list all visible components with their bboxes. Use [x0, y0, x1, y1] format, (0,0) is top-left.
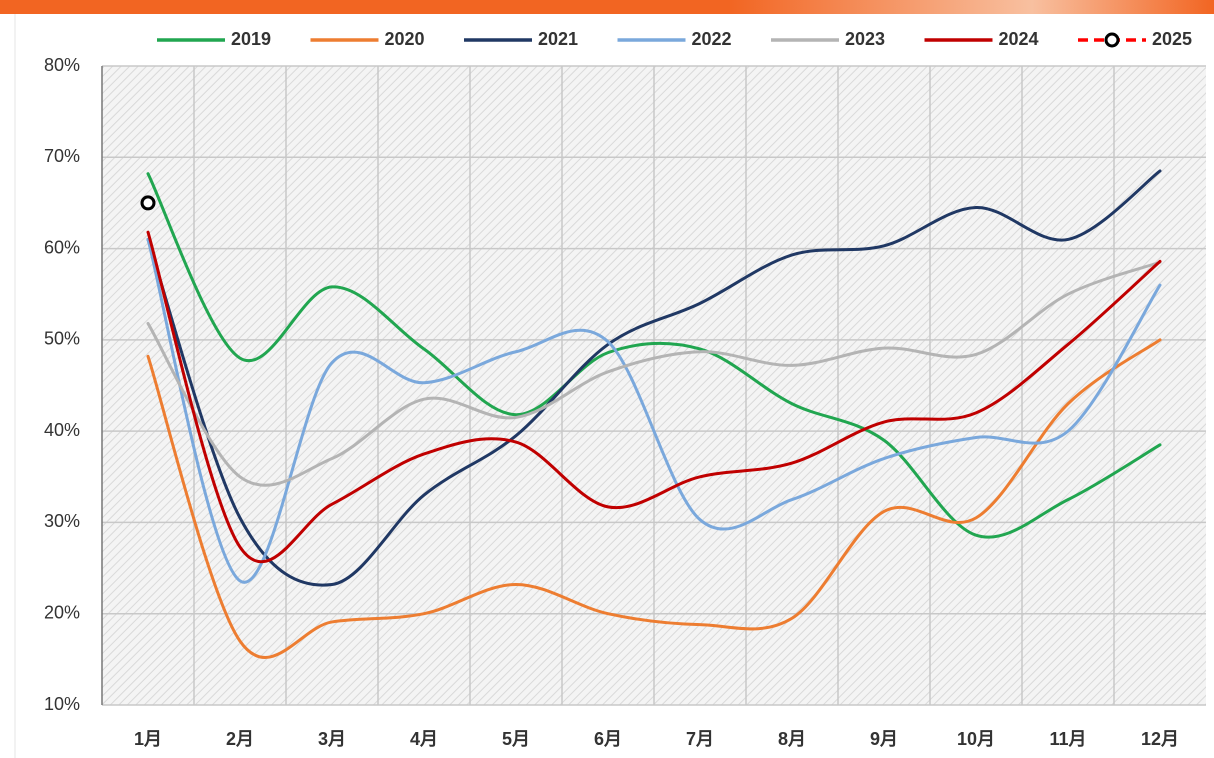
series-line	[146, 172, 1162, 539]
x-tick-label: 4月	[410, 729, 438, 749]
legend-label: 2021	[538, 29, 578, 49]
x-tick-label: 9月	[870, 729, 898, 749]
y-tick-label: 50%	[44, 329, 80, 349]
y-tick-label: 60%	[44, 237, 80, 257]
y-tick-label: 30%	[44, 511, 80, 531]
top-bar	[0, 0, 1214, 14]
legend-label: 2023	[845, 29, 885, 49]
legend-label: 2022	[692, 29, 732, 49]
legend-label: 2019	[231, 29, 271, 49]
y-tick-label: 70%	[44, 146, 80, 166]
legend-label: 2024	[999, 29, 1039, 49]
x-tick-label: 7月	[686, 729, 714, 749]
y-tick-label: 40%	[44, 420, 80, 440]
x-tick-label: 1月	[134, 729, 162, 749]
point-marker	[140, 195, 156, 211]
series-line	[146, 237, 1162, 584]
series-line	[146, 169, 1162, 587]
series-line	[146, 260, 1162, 487]
x-tick-label: 8月	[778, 729, 806, 749]
series-line	[146, 230, 1162, 564]
legend-marker	[1104, 32, 1120, 48]
y-tick-label: 80%	[44, 55, 80, 75]
x-tick-label: 10月	[957, 729, 995, 749]
y-tick-label: 20%	[44, 602, 80, 622]
y-tick-label: 10%	[44, 694, 80, 714]
series-line	[146, 338, 1162, 659]
x-tick-label: 12月	[1141, 729, 1179, 749]
x-tick-label: 11月	[1049, 729, 1086, 749]
x-tick-label: 6月	[594, 729, 622, 749]
x-tick-label: 3月	[318, 729, 346, 749]
x-tick-label: 2月	[226, 729, 254, 749]
x-tick-label: 5月	[502, 729, 530, 749]
legend-label: 2025	[1152, 29, 1192, 49]
legend-label: 2020	[385, 29, 425, 49]
